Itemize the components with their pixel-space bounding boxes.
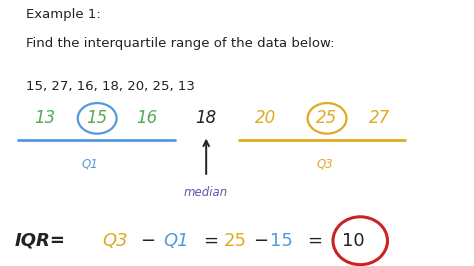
Text: −: − — [140, 232, 155, 250]
Text: 15, 27, 16, 18, 20, 25, 13: 15, 27, 16, 18, 20, 25, 13 — [26, 80, 195, 93]
Text: 13: 13 — [35, 109, 55, 127]
Text: 15: 15 — [87, 109, 108, 127]
Text: 16: 16 — [137, 109, 157, 127]
Text: median: median — [184, 186, 228, 199]
Text: IQR=: IQR= — [14, 232, 65, 250]
Text: Example 1:: Example 1: — [26, 8, 101, 21]
Text: =: = — [203, 232, 218, 250]
Text: 20: 20 — [255, 109, 276, 127]
Text: =: = — [307, 232, 322, 250]
Text: Find the interquartile range of the data below:: Find the interquartile range of the data… — [26, 37, 335, 50]
Text: 18: 18 — [196, 109, 217, 127]
Text: 25: 25 — [224, 232, 247, 250]
Text: 15: 15 — [270, 232, 293, 250]
Text: 25: 25 — [317, 109, 337, 127]
Text: Q3: Q3 — [316, 157, 333, 170]
Text: Q1: Q1 — [82, 157, 99, 170]
Text: Q1: Q1 — [164, 232, 189, 250]
Text: Q3: Q3 — [102, 232, 128, 250]
Text: 27: 27 — [369, 109, 390, 127]
Text: −: − — [253, 232, 268, 250]
Text: 10: 10 — [342, 232, 365, 250]
